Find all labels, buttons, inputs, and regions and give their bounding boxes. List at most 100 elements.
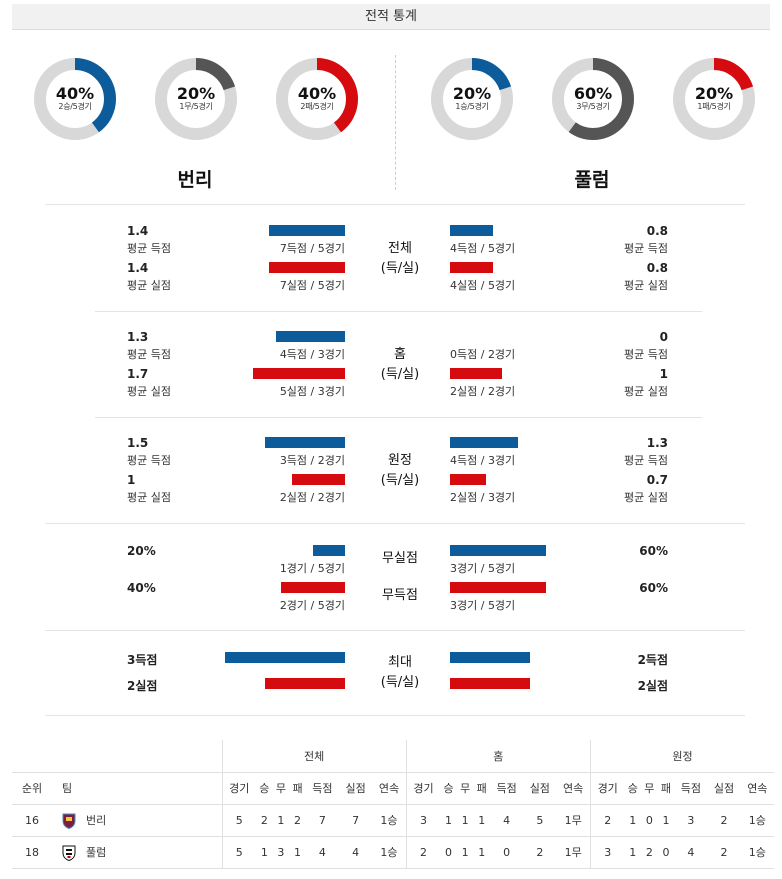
home-avg-scored-label: 평균 득점 bbox=[127, 242, 171, 255]
home-avg-scored-value: 1.4 bbox=[127, 224, 149, 238]
stat-cell: 3 bbox=[674, 804, 708, 837]
donut-ring bbox=[552, 58, 634, 140]
section-title-sub: (득/실) bbox=[380, 675, 420, 690]
away-avg-scored-label: 평균 득점 bbox=[624, 454, 668, 467]
home-avg-scored-value: 1.5 bbox=[127, 436, 149, 450]
home-conceded-caption: 5실점 / 3경기 bbox=[279, 385, 345, 398]
home-team-name: 번리 bbox=[177, 169, 213, 191]
home-scored-bar bbox=[269, 225, 345, 236]
donut-caption: 2승/5경기 bbox=[58, 102, 92, 111]
stat-cell: 0 bbox=[657, 836, 675, 869]
section-title-main: 최대 bbox=[388, 655, 412, 670]
stat-cell: 2 bbox=[289, 804, 306, 837]
col-goals-for: 득점 bbox=[305, 772, 339, 805]
home-no-score-value: 40% bbox=[127, 581, 156, 595]
stat-cell: 3 bbox=[406, 804, 441, 837]
section-title: 전적 통계 bbox=[365, 9, 417, 24]
group-home: 홈 bbox=[406, 740, 591, 773]
home-clean-sheet-value: 20% bbox=[127, 544, 156, 558]
stat-cell: 1 bbox=[657, 804, 675, 837]
section-title: 홈 (득/실) bbox=[370, 345, 430, 385]
group-away: 원정 bbox=[590, 740, 774, 773]
col-streak: 연속 bbox=[556, 772, 591, 805]
away-avg-scored-value: 0.8 bbox=[646, 224, 668, 238]
stat-cell: 1 bbox=[473, 804, 491, 837]
stat-cell: 1 bbox=[272, 804, 290, 837]
donut-arc bbox=[155, 58, 237, 140]
section-header: 전적 통계 bbox=[12, 4, 770, 30]
home-conceded-bar bbox=[269, 262, 345, 273]
stat-cell: 1승 bbox=[372, 836, 407, 869]
stat-cell: 0 bbox=[490, 836, 524, 869]
away-scored-caption: 4득점 / 3경기 bbox=[450, 454, 516, 467]
col-streak: 연속 bbox=[372, 772, 407, 805]
stat-cell: 4 bbox=[674, 836, 708, 869]
away-avg-conceded-label: 평균 실점 bbox=[624, 385, 668, 398]
away-scored-caption: 0득점 / 2경기 bbox=[450, 348, 516, 361]
home-clean-sheet-bar bbox=[313, 545, 345, 556]
section-title-main: 원정 bbox=[388, 453, 412, 468]
donut-caption: 3무/5경기 bbox=[576, 102, 610, 111]
home-no-score-bar bbox=[281, 582, 345, 593]
donut-home-wins: 40% 2승/5경기 bbox=[33, 57, 117, 141]
rank-cell: 16 bbox=[12, 804, 52, 837]
divider bbox=[45, 523, 745, 524]
stat-cell: 1 bbox=[456, 804, 474, 837]
team-name: 풀럼 bbox=[86, 845, 107, 859]
table-column-header: 순위 팀 경기 승 무 패 득점 실점 연속 경기 승 무 패 득점 실점 연속… bbox=[12, 772, 774, 805]
stat-cell: 2 bbox=[707, 804, 741, 837]
away-clean-sheet-caption: 3경기 / 5경기 bbox=[450, 562, 516, 575]
donut-away-draws: 60% 3무/5경기 bbox=[551, 57, 635, 141]
home-scored-caption: 3득점 / 2경기 bbox=[279, 454, 345, 467]
divider bbox=[45, 715, 745, 716]
col-goals-for: 득점 bbox=[674, 772, 708, 805]
home-avg-conceded-label: 평균 실점 bbox=[127, 385, 171, 398]
away-clean-sheet-value: 60% bbox=[639, 544, 668, 558]
donut-arc bbox=[34, 58, 116, 140]
col-losses: 패 bbox=[657, 772, 675, 805]
away-avg-conceded-value: 0.7 bbox=[646, 473, 668, 487]
away-max-conceded-bar bbox=[450, 678, 530, 689]
stat-cell: 2 bbox=[406, 836, 441, 869]
col-wins: 승 bbox=[440, 772, 457, 805]
blank-cell bbox=[12, 740, 52, 773]
section-title-sub: (득/실) bbox=[380, 261, 420, 276]
col-goals-against: 실점 bbox=[339, 772, 373, 805]
donut-arc bbox=[673, 58, 755, 140]
stat-cell: 1 bbox=[289, 836, 306, 869]
home-avg-scored-value: 1.3 bbox=[127, 330, 149, 344]
clean-sheet-title: 무실점 bbox=[382, 551, 418, 566]
home-conceded-bar bbox=[292, 474, 345, 485]
home-max-conceded: 2실점 bbox=[127, 679, 158, 693]
away-clean-sheet-bar bbox=[450, 545, 546, 556]
stat-cell: 1무 bbox=[556, 804, 591, 837]
away-conceded-caption: 2실점 / 3경기 bbox=[450, 491, 516, 504]
donut-percent: 60% bbox=[573, 84, 613, 103]
stat-cell: 3 bbox=[272, 836, 290, 869]
home-avg-conceded-label: 평균 실점 bbox=[127, 491, 171, 504]
away-avg-conceded-value: 0.8 bbox=[646, 261, 668, 275]
stat-cell: 1무 bbox=[556, 836, 591, 869]
divider bbox=[95, 417, 702, 418]
away-conceded-caption: 2실점 / 2경기 bbox=[450, 385, 516, 398]
section-title-main: 홈 bbox=[394, 347, 406, 362]
donut-caption: 1승/5경기 bbox=[455, 102, 489, 111]
col-losses: 패 bbox=[289, 772, 306, 805]
home-max-scored-bar bbox=[225, 652, 345, 663]
stat-cell: 7 bbox=[305, 804, 339, 837]
away-avg-scored-value: 1.3 bbox=[646, 436, 668, 450]
donut-percent: 20% bbox=[452, 84, 492, 103]
team-name: 번리 bbox=[86, 813, 107, 827]
home-scored-bar bbox=[265, 437, 345, 448]
section-title-main: 전체 bbox=[388, 241, 412, 256]
home-avg-conceded-value: 1.4 bbox=[127, 261, 149, 275]
away-conceded-bar bbox=[450, 474, 486, 485]
table-group-header: 전체 홈 원정 bbox=[12, 740, 774, 773]
col-wins: 승 bbox=[256, 772, 273, 805]
col-games: 경기 bbox=[222, 772, 257, 805]
stat-cell: 1 bbox=[456, 836, 474, 869]
donut-away-losses: 20% 1패/5경기 bbox=[672, 57, 756, 141]
stat-cell: 3 bbox=[590, 836, 625, 869]
divider bbox=[45, 204, 745, 205]
col-draws: 무 bbox=[641, 772, 658, 805]
